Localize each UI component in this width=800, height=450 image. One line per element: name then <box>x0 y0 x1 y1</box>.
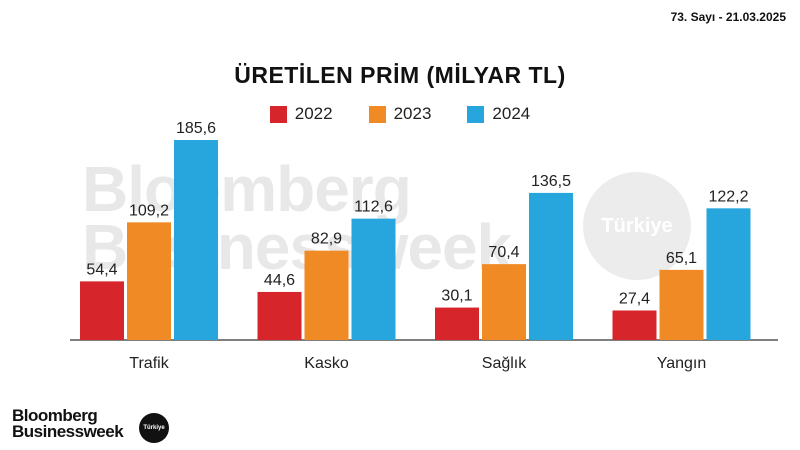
legend-item-2024: 2024 <box>467 104 530 124</box>
legend-label-2024: 2024 <box>492 104 531 123</box>
bar-2022-1 <box>257 291 302 340</box>
footer-badge: Türkiye <box>139 413 169 443</box>
data-label-2022-0: 54,4 <box>86 261 117 278</box>
legend-swatch-2024 <box>467 105 485 123</box>
bar-2022-0 <box>80 281 124 340</box>
data-label-2022-2: 30,1 <box>441 288 472 305</box>
x-tick-label-2: Sağlık <box>482 355 527 372</box>
footer-logo: Bloomberg Businessweek <box>12 406 124 441</box>
data-label-2024-1: 112,6 <box>354 199 393 216</box>
legend-swatch-2022 <box>269 105 287 123</box>
data-label-2023-2: 70,4 <box>488 244 519 261</box>
legend-swatch-2023 <box>368 105 386 123</box>
x-tick-label-0: Trafik <box>129 355 169 372</box>
data-label-2024-0: 185,6 <box>176 120 216 137</box>
bar-2022-3 <box>612 310 657 340</box>
data-label-2022-1: 44,6 <box>264 272 295 289</box>
bar-2024-2 <box>529 192 573 340</box>
legend-label-2022: 2022 <box>294 104 333 123</box>
data-label-2022-3: 27,4 <box>619 290 650 307</box>
chart-title: ÜRETİLEN PRİM (MİLYAR TL) <box>234 62 566 88</box>
bar-2024-0 <box>174 140 218 340</box>
legend-item-2022: 2022 <box>269 104 333 124</box>
legend-label-2023: 2023 <box>393 104 432 123</box>
bar-2024-3 <box>706 208 751 340</box>
data-label-2023-0: 109,2 <box>129 202 169 219</box>
bar-2023-2 <box>482 264 526 340</box>
data-label-2024-3: 122,2 <box>708 188 748 205</box>
issue-date: 73. Sayı - 21.03.2025 <box>670 10 786 24</box>
bar-2023-0 <box>127 222 171 340</box>
watermark-badge: Türkiye <box>583 172 691 280</box>
footer-logo-line-2: Businessweek <box>12 422 124 441</box>
x-tick-label-3: Yangın <box>657 355 707 372</box>
footer-logo-line-1: Bloomberg <box>12 406 98 425</box>
bar-2023-1 <box>304 250 349 340</box>
legend-item-2023: 2023 <box>368 104 432 124</box>
chart-legend: 2022 2023 2024 <box>0 104 800 124</box>
data-label-2023-3: 65,1 <box>666 250 697 267</box>
bar-2024-1 <box>351 218 396 340</box>
bar-2022-2 <box>435 307 479 340</box>
x-tick-label-1: Kasko <box>304 355 349 372</box>
bar-2023-3 <box>659 269 704 340</box>
data-label-2023-1: 82,9 <box>311 231 342 248</box>
data-label-2024-2: 136,5 <box>531 173 571 190</box>
